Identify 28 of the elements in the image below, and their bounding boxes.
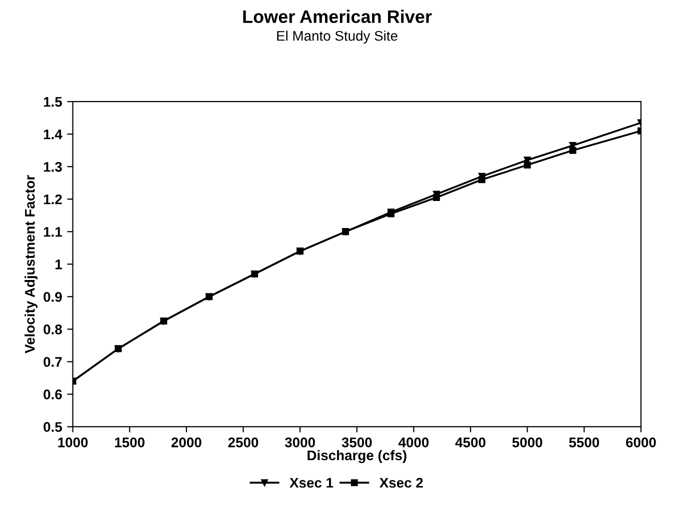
x-tick-label: 3500 <box>342 438 372 448</box>
x-tick-label: 2500 <box>228 438 258 448</box>
y-tick-label: 1 <box>56 260 62 270</box>
x-tick-label: 6000 <box>626 438 656 448</box>
legend-label: Xsec 1 <box>290 478 334 488</box>
y-tick-label: 1.5 <box>44 97 62 107</box>
y-tick-label: 0.6 <box>44 390 62 400</box>
y-tick-label: 0.5 <box>44 422 62 432</box>
y-tick-label: 0.7 <box>44 357 62 367</box>
y-tick-label: 0.8 <box>44 324 62 334</box>
y-tick-label: 1.3 <box>44 162 62 172</box>
x-tick-label: 4500 <box>455 438 486 448</box>
x-tick-label: 2000 <box>171 438 202 448</box>
x-tick-label: 4000 <box>398 438 429 448</box>
y-tick-label: 1.1 <box>44 227 62 237</box>
y-tick-label: 1.4 <box>44 130 62 140</box>
chart-title: Lower American River <box>243 10 432 24</box>
x-tick-label: 1500 <box>115 438 144 448</box>
x-axis-title: Discharge (cfs) <box>308 450 406 464</box>
chart-subtitle: El Manto Study Site <box>277 30 398 44</box>
x-tick-label: 1000 <box>58 438 88 448</box>
x-tick-label: 5500 <box>569 438 600 448</box>
y-axis-title: Velocity Adjustment Factor <box>24 175 38 354</box>
x-tick-label: 5000 <box>512 438 542 448</box>
y-tick-label: 0.9 <box>44 292 62 302</box>
y-tick-label: 1.2 <box>44 194 62 204</box>
legend-label: Xsec 2 <box>379 478 423 488</box>
x-tick-label: 3000 <box>284 438 315 448</box>
